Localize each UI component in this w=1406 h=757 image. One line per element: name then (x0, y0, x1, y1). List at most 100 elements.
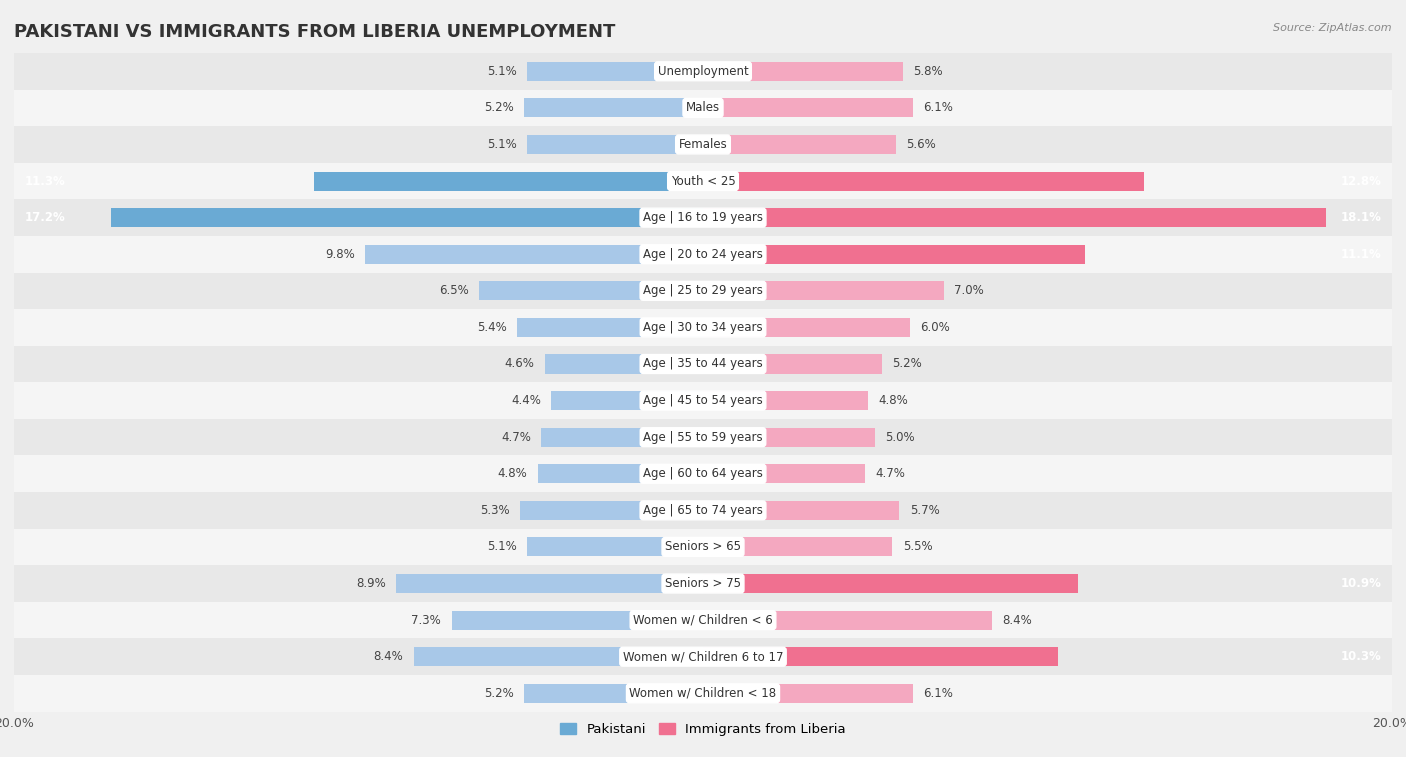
Text: 5.1%: 5.1% (488, 138, 517, 151)
Text: 4.8%: 4.8% (879, 394, 908, 407)
Bar (703, 62, 903, 81)
Bar (703, 574, 1078, 593)
Text: 9.8%: 9.8% (325, 248, 356, 260)
Text: 4.7%: 4.7% (501, 431, 531, 444)
Text: Seniors > 75: Seniors > 75 (665, 577, 741, 590)
Text: 12.8%: 12.8% (1341, 175, 1382, 188)
Text: Age | 35 to 44 years: Age | 35 to 44 years (643, 357, 763, 370)
Bar (703, 208, 1326, 227)
Text: 10.9%: 10.9% (1341, 577, 1382, 590)
Text: 6.5%: 6.5% (439, 285, 468, 298)
Text: 5.2%: 5.2% (484, 687, 513, 699)
Bar (703, 282, 945, 301)
Text: Age | 45 to 54 years: Age | 45 to 54 years (643, 394, 763, 407)
Text: Age | 20 to 24 years: Age | 20 to 24 years (643, 248, 763, 260)
Bar (14, 236, 1392, 273)
Bar (14, 273, 1392, 309)
Text: 5.5%: 5.5% (903, 540, 932, 553)
Bar (14, 638, 1392, 675)
Text: 5.7%: 5.7% (910, 504, 939, 517)
Bar (527, 135, 703, 154)
Text: Age | 60 to 64 years: Age | 60 to 64 years (643, 467, 763, 480)
Text: 5.2%: 5.2% (893, 357, 922, 370)
Text: PAKISTANI VS IMMIGRANTS FROM LIBERIA UNEMPLOYMENT: PAKISTANI VS IMMIGRANTS FROM LIBERIA UNE… (14, 23, 616, 41)
Text: 6.0%: 6.0% (920, 321, 950, 334)
Bar (14, 419, 1392, 456)
Text: 6.1%: 6.1% (924, 101, 953, 114)
Bar (14, 346, 1392, 382)
Bar (14, 528, 1392, 565)
Text: 5.1%: 5.1% (488, 65, 517, 78)
Bar (551, 391, 703, 410)
Bar (524, 684, 703, 702)
Bar (703, 428, 875, 447)
Text: Age | 25 to 29 years: Age | 25 to 29 years (643, 285, 763, 298)
Bar (703, 537, 893, 556)
Text: 7.3%: 7.3% (412, 614, 441, 627)
Text: 10.3%: 10.3% (1341, 650, 1382, 663)
Text: 5.8%: 5.8% (912, 65, 943, 78)
Text: 11.3%: 11.3% (24, 175, 65, 188)
Text: 8.4%: 8.4% (374, 650, 404, 663)
Text: 8.4%: 8.4% (1002, 614, 1032, 627)
Text: Age | 30 to 34 years: Age | 30 to 34 years (643, 321, 763, 334)
Text: Women w/ Children 6 to 17: Women w/ Children 6 to 17 (623, 650, 783, 663)
Bar (14, 53, 1392, 89)
Bar (541, 428, 703, 447)
Text: 6.1%: 6.1% (924, 687, 953, 699)
Text: Age | 65 to 74 years: Age | 65 to 74 years (643, 504, 763, 517)
Text: Unemployment: Unemployment (658, 65, 748, 78)
Text: Age | 16 to 19 years: Age | 16 to 19 years (643, 211, 763, 224)
Text: 8.9%: 8.9% (356, 577, 387, 590)
Bar (14, 309, 1392, 346)
Legend: Pakistani, Immigrants from Liberia: Pakistani, Immigrants from Liberia (555, 718, 851, 741)
Bar (703, 98, 912, 117)
Text: 18.1%: 18.1% (1341, 211, 1382, 224)
Text: 5.4%: 5.4% (477, 321, 506, 334)
Bar (14, 126, 1392, 163)
Text: Seniors > 65: Seniors > 65 (665, 540, 741, 553)
Text: Males: Males (686, 101, 720, 114)
Bar (517, 318, 703, 337)
Bar (703, 391, 869, 410)
Bar (14, 492, 1392, 528)
Bar (703, 684, 912, 702)
Text: 4.4%: 4.4% (512, 394, 541, 407)
Bar (703, 318, 910, 337)
Bar (14, 456, 1392, 492)
Bar (703, 172, 1144, 191)
Bar (14, 89, 1392, 126)
Text: 4.8%: 4.8% (498, 467, 527, 480)
Bar (537, 464, 703, 483)
Bar (14, 382, 1392, 419)
Text: Females: Females (679, 138, 727, 151)
Bar (703, 135, 896, 154)
Text: Youth < 25: Youth < 25 (671, 175, 735, 188)
Bar (14, 602, 1392, 638)
Bar (111, 208, 703, 227)
Bar (703, 245, 1085, 263)
Text: 17.2%: 17.2% (24, 211, 65, 224)
Bar (14, 199, 1392, 236)
Bar (366, 245, 703, 263)
Bar (703, 464, 865, 483)
Text: 4.7%: 4.7% (875, 467, 905, 480)
Bar (527, 537, 703, 556)
Text: 4.6%: 4.6% (505, 357, 534, 370)
Bar (396, 574, 703, 593)
Bar (451, 611, 703, 630)
Bar (314, 172, 703, 191)
Bar (703, 647, 1057, 666)
Bar (527, 62, 703, 81)
Text: 5.6%: 5.6% (907, 138, 936, 151)
Bar (14, 565, 1392, 602)
Text: 11.1%: 11.1% (1341, 248, 1382, 260)
Text: Women w/ Children < 6: Women w/ Children < 6 (633, 614, 773, 627)
Bar (14, 675, 1392, 712)
Bar (524, 98, 703, 117)
Text: Source: ZipAtlas.com: Source: ZipAtlas.com (1274, 23, 1392, 33)
Text: 7.0%: 7.0% (955, 285, 984, 298)
Bar (703, 501, 900, 520)
Text: 5.0%: 5.0% (886, 431, 915, 444)
Bar (703, 611, 993, 630)
